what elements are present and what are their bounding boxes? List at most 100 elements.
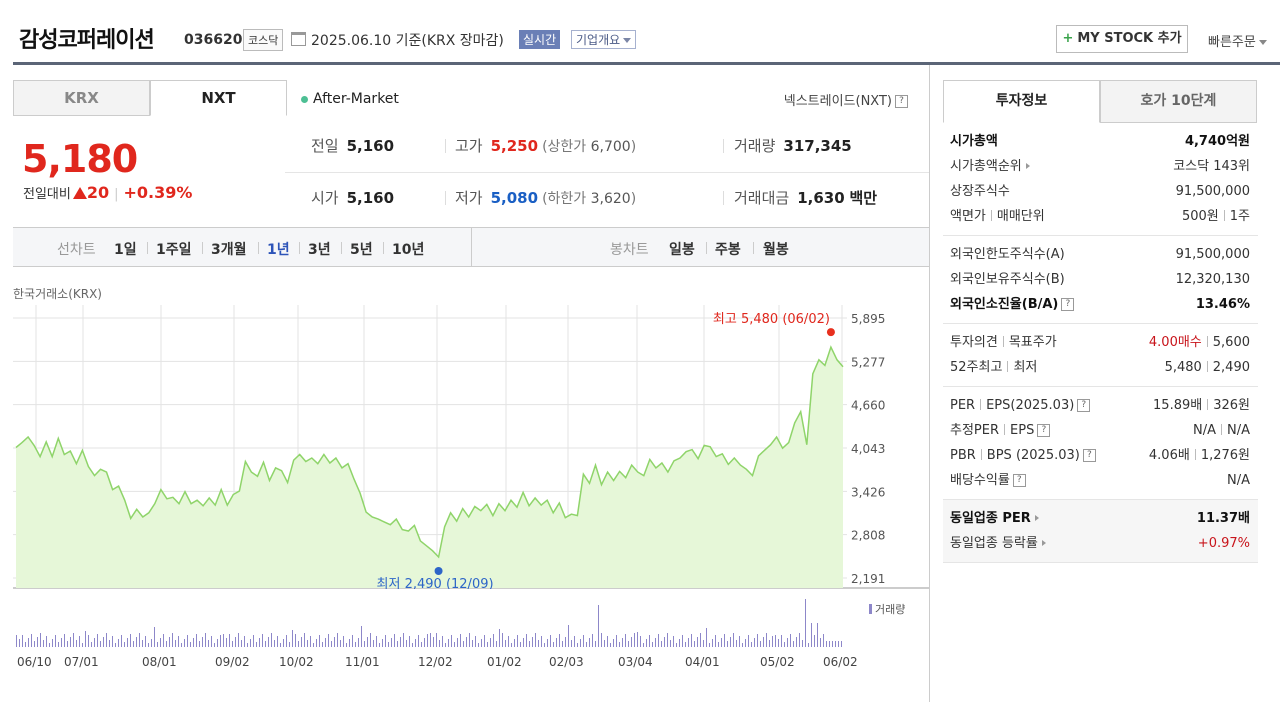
volume-bar	[775, 635, 776, 647]
period-1d[interactable]: 1일	[114, 242, 137, 258]
volume-bar	[58, 642, 59, 647]
period-3m[interactable]: 3개월	[211, 242, 247, 258]
help-icon[interactable]: ?	[1082, 449, 1096, 462]
lower-limit-value: 3,620	[590, 191, 631, 207]
help-icon[interactable]: ?	[1077, 399, 1091, 412]
period-1w[interactable]: 1주일	[156, 242, 192, 258]
prev-close-label: 전일	[311, 137, 339, 155]
info-value-second: 326원	[1213, 398, 1250, 413]
volume-bar	[40, 633, 41, 647]
volume-bar	[73, 633, 74, 647]
period-10y[interactable]: 10년	[392, 242, 425, 258]
volume-bar	[535, 633, 536, 647]
period-3y[interactable]: 3년	[308, 242, 331, 258]
tab-order-book[interactable]: 호가 10단계	[1100, 80, 1257, 123]
volume-bar	[136, 637, 137, 647]
volume-legend-label: 거래량	[875, 603, 906, 616]
info-row: PBR BPS (2025.03)? 4.06배 1,276원	[950, 443, 1250, 468]
tab-investment-info[interactable]: 투자정보	[943, 80, 1100, 123]
volume-value: 317,345	[783, 137, 852, 155]
volume-bar	[829, 641, 830, 647]
volume-bar	[631, 637, 632, 647]
volume-bar	[151, 639, 152, 647]
volume-bar	[214, 643, 215, 647]
volume-bar	[754, 638, 755, 647]
price-chart[interactable]: 5,895 5,277 4,660 4,043 3,426 2,808 2,191 최고 5…	[13, 305, 930, 589]
volume-bar	[520, 642, 521, 647]
info-key[interactable]: 동일업종 등락률	[950, 531, 1046, 556]
info-value: 코스닥 143위	[1173, 154, 1250, 179]
info-key-label: 투자의견	[950, 335, 998, 350]
realtime-button[interactable]: 실시간	[519, 30, 561, 49]
volume-bar	[226, 638, 227, 647]
nextrade-info[interactable]: 넥스트레이드(NXT)?	[784, 90, 908, 109]
volume-bar	[451, 635, 452, 647]
candle-monthly[interactable]: 월봉	[763, 242, 789, 258]
investment-tabs: 투자정보 호가 10단계	[943, 80, 1258, 123]
period-1y[interactable]: 1년	[267, 242, 290, 258]
volume-bar	[556, 638, 557, 647]
info-key[interactable]: 시가총액순위	[950, 154, 1030, 179]
volume-bar	[118, 639, 119, 647]
help-icon[interactable]: ?	[1061, 298, 1075, 311]
candle-daily[interactable]: 일봉	[669, 242, 695, 258]
volume-bar	[763, 637, 764, 647]
info-value: 4,740억원	[1185, 129, 1250, 154]
info-key-label: 상장주식수	[950, 184, 1010, 199]
investment-section: 외국인한도주식수(A) 91,500,000 외국인보유주식수(B) 12,320,1…	[943, 236, 1258, 324]
separator	[383, 242, 384, 254]
x-tick-label: 02/03	[549, 655, 584, 669]
volume-bar	[616, 635, 617, 647]
company-profile-dropdown[interactable]: 기업개요	[571, 30, 637, 49]
separator	[980, 449, 982, 460]
volume-bar	[469, 633, 470, 647]
help-icon[interactable]: ?	[1037, 424, 1051, 437]
quick-order-dropdown[interactable]: 빠른주문	[1208, 31, 1267, 50]
volume-bar	[130, 634, 131, 647]
help-icon[interactable]: ?	[895, 95, 908, 108]
volume-bar	[367, 637, 368, 647]
info-key: 투자의견 목표주가	[950, 330, 1057, 355]
volume-bar	[460, 634, 461, 647]
change-percent: +0.39%	[123, 183, 193, 202]
info-value-main: 4.00매수	[1148, 335, 1202, 350]
amount-unit: 백만	[849, 189, 878, 207]
x-tick-label: 11/01	[345, 655, 380, 669]
x-tick-label: 06/02	[823, 655, 858, 669]
volume-bar	[529, 641, 530, 647]
info-value: N/A N/A	[1193, 418, 1250, 443]
volume-bar	[253, 635, 254, 647]
x-tick-label: 01/02	[487, 655, 522, 669]
volume-bar	[748, 635, 749, 647]
volume-bar	[808, 643, 809, 647]
volume-bar	[739, 636, 740, 647]
add-my-stock-button[interactable]: + MY STOCK 추가	[1056, 25, 1188, 53]
volume-bar	[70, 637, 71, 647]
info-value-main: 12,320,130	[1175, 272, 1250, 287]
volume-bar	[223, 634, 224, 647]
volume-bar	[304, 633, 305, 647]
tab-krx[interactable]: KRX	[13, 80, 150, 116]
volume-bar	[379, 643, 380, 647]
volume-bar	[250, 639, 251, 647]
high-low-markers: 최고 5,480 (06/02) 최저 2,490 (12/09)	[377, 312, 835, 589]
volume-bar	[328, 634, 329, 647]
volume-bar	[85, 631, 86, 647]
volume-bar	[103, 637, 104, 647]
volume-bar	[331, 641, 332, 647]
volume-bar	[700, 633, 701, 647]
info-value: 91,500,000	[1176, 179, 1250, 204]
help-icon[interactable]: ?	[1012, 474, 1026, 487]
candle-weekly[interactable]: 주봉	[715, 242, 741, 258]
lower-limit: (하한가 3,620)	[542, 191, 636, 207]
info-key[interactable]: 동일업종 PER	[950, 506, 1039, 531]
volume-bar	[691, 634, 692, 647]
high-label: 최고 5,480 (06/02)	[713, 312, 830, 327]
period-5y[interactable]: 5년	[350, 242, 373, 258]
volume-bar	[670, 640, 671, 647]
tab-nxt[interactable]: NXT	[150, 80, 287, 116]
volume-bar	[196, 634, 197, 647]
separator	[445, 139, 446, 153]
volume-bar	[19, 639, 20, 647]
volume-bar	[346, 643, 347, 647]
